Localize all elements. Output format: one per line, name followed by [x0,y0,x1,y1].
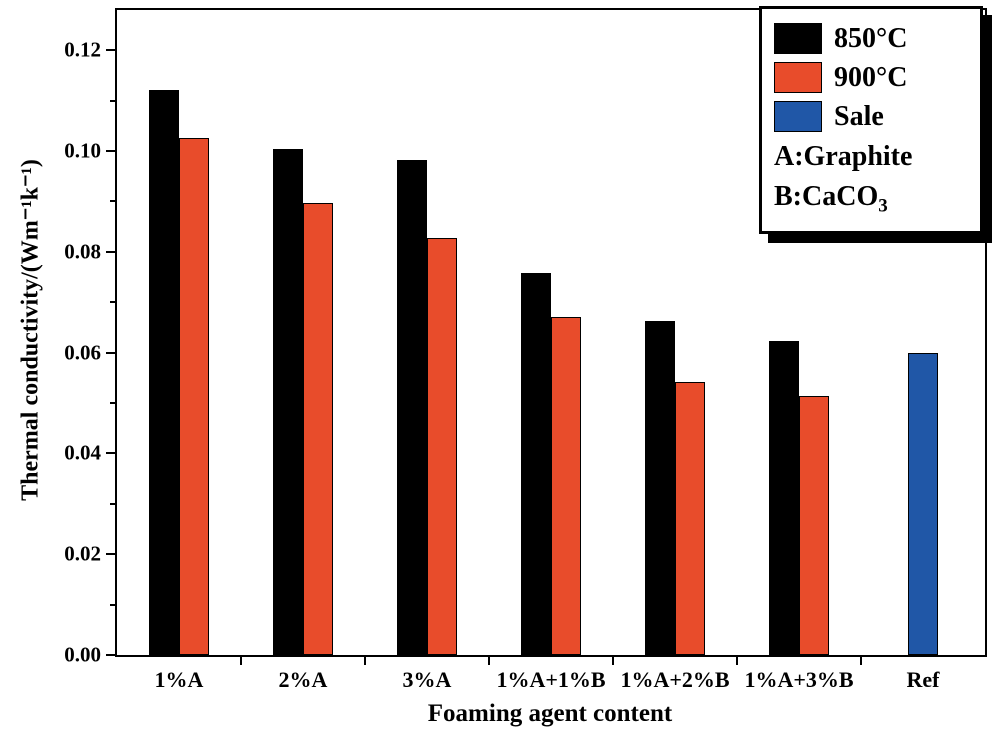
y-axis-tick-label: 0.10 [64,138,101,163]
y-axis-major-tick [106,250,115,253]
x-axis-tick [860,657,862,665]
legend-swatch [774,62,822,93]
legend-items: 850°C 900°C Sale [774,21,970,134]
legend-item-label: 850°C [834,23,908,54]
bar-900°C-2%A [303,203,333,655]
legend-note-caco3-main: B:CaCO [774,180,879,212]
bar-850°C-1%A+1%B [521,273,551,655]
bar-850°C-1%A+2%B [645,321,675,655]
legend-note-graphite: A:Graphite [774,141,913,172]
y-axis-major-tick [106,150,115,153]
bar-900°C-1%A+3%B [799,396,829,655]
bar-850°C-2%A [273,148,303,655]
y-axis-major-tick [106,351,115,354]
legend-item: 850°C [774,21,970,56]
legend-item-label: 900°C [834,62,908,93]
bar-850°C-1%A+3%B [769,341,799,655]
y-axis-minor-tick [110,603,115,606]
y-axis-tick-label: 0.06 [64,340,101,365]
bar-Sale-Ref [908,352,938,655]
y-axis-major-tick [106,654,115,656]
bar-900°C-1%A [179,138,209,655]
y-axis-tick-label: 0.12 [64,37,101,62]
y-axis-minor-tick [110,301,115,304]
legend-item: 900°C [774,60,970,95]
x-axis-tick [240,657,242,665]
bar-900°C-1%A+1%B [551,316,581,655]
x-axis-title: Foaming agent content [427,700,673,727]
y-axis-major-tick [106,553,115,556]
legend-swatch [774,23,822,54]
legend-swatch [774,101,822,132]
x-axis-category-label: Ref [906,667,940,692]
x-axis-category-label: 2%A [278,667,328,692]
x-axis-category-label: 1%A+1%B [496,667,606,692]
x-axis-category-label: 1%A+2%B [620,667,730,692]
legend: 850°C 900°C Sale A:Graphite B:CaCO3 [759,6,983,235]
legend-item: Sale [774,99,970,134]
x-axis-tick [488,657,490,665]
y-axis-tick-label: 0.04 [64,440,101,465]
y-axis-tick-label: 0.00 [64,642,101,667]
x-axis-tick [364,657,366,665]
bar-900°C-1%A+2%B [675,382,705,655]
legend-item-label: Sale [834,101,884,132]
x-axis-category-label: 3%A [402,667,452,692]
y-axis-tick-label: 0.02 [64,541,101,566]
y-axis-major-tick [106,49,115,52]
y-axis-title: Thermal conductivity/(Wm⁻¹k⁻¹) [17,159,44,501]
y-axis-minor-tick [110,502,115,505]
x-axis-category-label: 1%A+3%B [744,667,854,692]
bar-900°C-3%A [427,237,457,655]
bar-850°C-3%A [397,160,427,655]
x-axis-tick [736,657,738,665]
y-axis-major-tick [106,452,115,455]
y-axis-tick-label: 0.08 [64,239,101,264]
y-axis-minor-tick [110,99,115,102]
legend-note-caco3: B:CaCO3 [774,178,970,219]
bar-850°C-1%A [149,89,179,655]
y-axis-minor-tick [110,200,115,203]
y-axis-minor-tick [110,402,115,405]
legend-note-caco3-sub: 3 [878,195,888,217]
x-axis-tick [612,657,614,665]
x-axis-category-label: 1%A [154,667,204,692]
